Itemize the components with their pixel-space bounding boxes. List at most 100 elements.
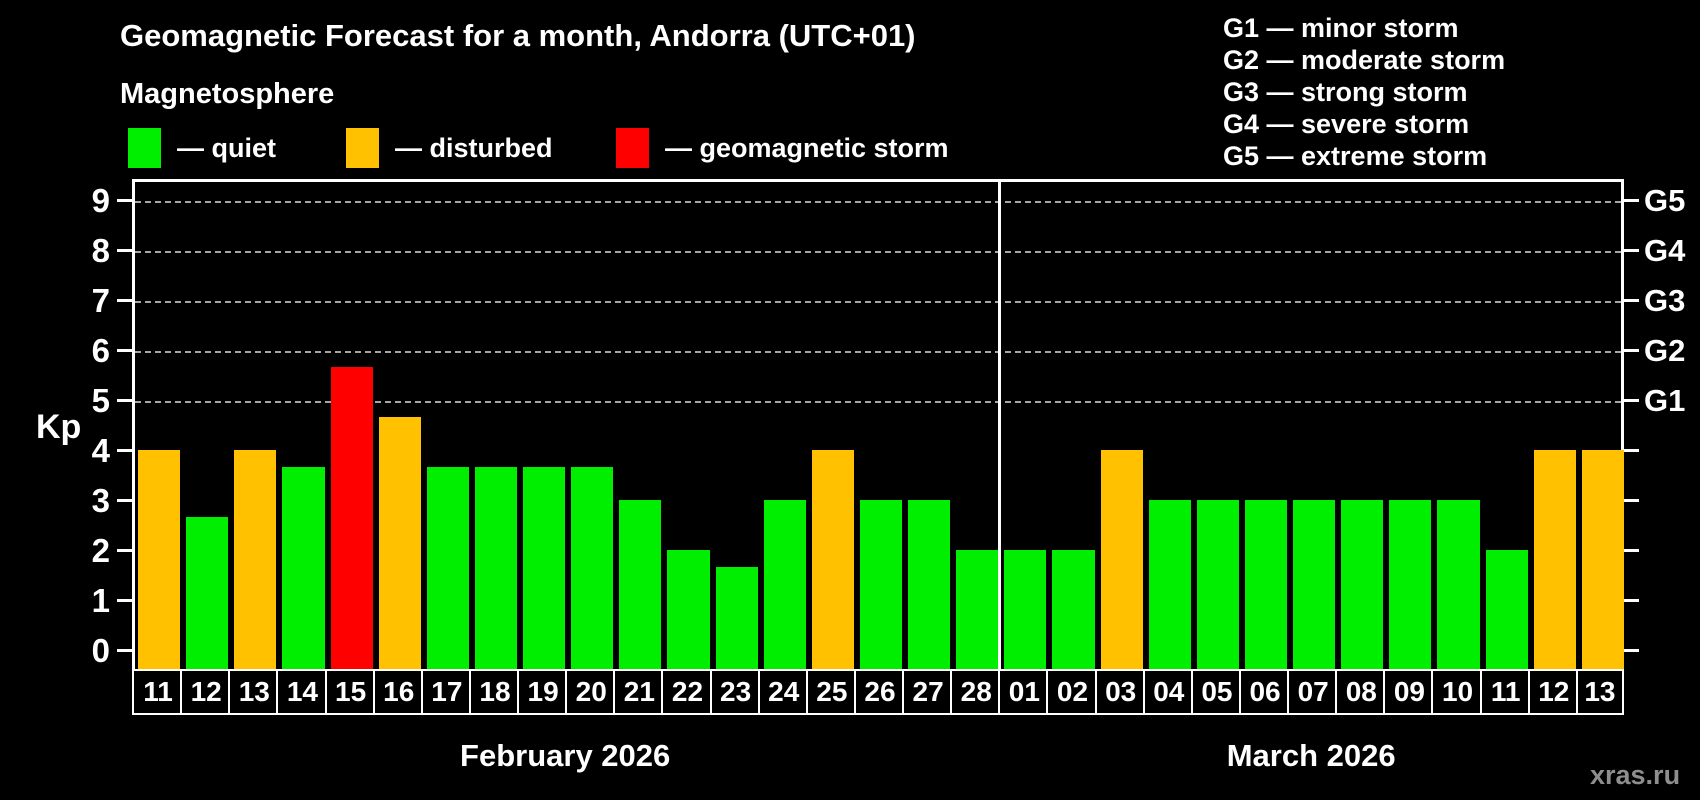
day-label: 19 (517, 669, 568, 715)
right-y-tick (1624, 499, 1639, 502)
day-label: 22 (661, 669, 712, 715)
legend-label: — quiet (177, 132, 276, 163)
y-tick-label: 3 (91, 482, 110, 519)
kp-bar (1533, 450, 1576, 669)
month-label: March 2026 (1226, 738, 1396, 773)
kp-bar (523, 466, 566, 669)
day-label: 09 (1383, 669, 1434, 715)
day-label: 11 (1479, 669, 1530, 715)
kp-bar (811, 450, 854, 669)
day-label: 06 (1238, 669, 1290, 715)
day-label: 13 (228, 669, 279, 715)
legend-label: — geomagnetic storm (665, 132, 949, 163)
kp-bar (908, 500, 951, 669)
y-tick (117, 299, 132, 302)
y-tick-label: 9 (91, 182, 110, 219)
kp-bar (956, 550, 999, 669)
day-label: 26 (853, 669, 905, 715)
day-label: 04 (1142, 669, 1193, 715)
day-label: 07 (1287, 669, 1338, 715)
day-label: 17 (420, 669, 471, 715)
day-axis: 11 12 13 14 15 16 17 18 19 20 21 22 23 24 25 26 27 28 01 02… (132, 669, 1624, 715)
kp-bar (1196, 500, 1239, 669)
day-label: 16 (372, 669, 423, 715)
kp-bar (426, 466, 469, 669)
day-label: 13 (1575, 669, 1624, 715)
kp-bar (186, 516, 229, 669)
right-y-tick (1624, 299, 1639, 302)
day-label: 10 (1431, 669, 1482, 715)
y-tick (117, 399, 132, 402)
kp-bar (1100, 450, 1143, 669)
kp-bar (1004, 550, 1047, 669)
day-label: 23 (709, 669, 760, 715)
day-label: 21 (613, 669, 664, 715)
kp-bar (1148, 500, 1191, 669)
y-tick-label: 1 (91, 582, 110, 619)
gridline-kp5 (135, 401, 1621, 403)
day-label: 14 (276, 669, 327, 715)
gridline-kp6 (135, 351, 1621, 353)
y-tick (117, 449, 132, 452)
g-axis-label: G1 (1644, 383, 1686, 418)
day-label: 28 (950, 669, 1001, 715)
right-y-tick (1624, 249, 1639, 252)
gridline-kp7 (135, 301, 1621, 303)
legend-item: — geomagnetic storm (616, 128, 949, 168)
day-label: 27 (902, 669, 953, 715)
day-label: 24 (757, 669, 808, 715)
right-y-tick (1624, 649, 1639, 652)
day-label: 11 (132, 669, 183, 715)
g-axis-label: G3 (1644, 283, 1686, 318)
day-label: 12 (180, 669, 231, 715)
plot-area (132, 179, 1624, 669)
kp-bar (763, 500, 806, 669)
g-legend-row: G3 — strong storm (1223, 77, 1468, 107)
kp-bar (474, 466, 518, 669)
y-tick (117, 349, 132, 352)
right-y-tick (1624, 449, 1639, 452)
day-label: 12 (1527, 669, 1578, 715)
y-tick (117, 499, 132, 502)
y-tick-label: 6 (91, 332, 110, 369)
kp-bar (715, 566, 758, 669)
page-title: Geomagnetic Forecast for a month, Andorr… (120, 18, 916, 53)
kp-bar (234, 450, 277, 669)
quiet-swatch-icon (128, 128, 161, 168)
month-label: February 2026 (460, 738, 671, 773)
g-legend-row: G5 — extreme storm (1223, 141, 1488, 171)
kp-bar (667, 550, 710, 669)
y-tick (117, 199, 132, 202)
g-axis-label: G5 (1644, 183, 1686, 218)
day-label: 05 (1190, 669, 1241, 715)
gridline-kp9 (135, 201, 1621, 203)
y-tick-label: 2 (91, 532, 110, 569)
watermark: xras.ru (1590, 760, 1681, 790)
legend-item: — quiet (128, 128, 276, 168)
kp-bar (138, 450, 181, 669)
g-legend-row: G4 — severe storm (1223, 109, 1470, 139)
kp-bar (859, 500, 903, 669)
g-legend-row: G2 — moderate storm (1223, 45, 1506, 75)
chart-subtitle: Magnetosphere (120, 78, 335, 110)
day-label: 03 (1094, 669, 1145, 715)
kp-bar (1341, 500, 1384, 669)
kp-bar (1389, 500, 1432, 669)
legend-item: — disturbed (346, 128, 553, 168)
day-label: 25 (805, 669, 856, 715)
day-label: 15 (324, 669, 375, 715)
legend-label: — disturbed (395, 132, 553, 163)
kp-bar (378, 416, 421, 669)
day-label: 20 (565, 669, 616, 715)
kp-bar (1244, 500, 1288, 669)
y-tick-label: 7 (91, 282, 110, 319)
y-tick-label: 8 (91, 232, 110, 269)
right-y-tick (1624, 349, 1639, 352)
g-legend-row: G1 — minor storm (1223, 13, 1459, 43)
g-scale-legend: G1 — minor storm G2 — moderate storm G3 — … (1223, 12, 1505, 172)
y-tick (117, 599, 132, 602)
y-tick-label: 5 (91, 382, 110, 419)
disturbed-swatch-icon (346, 128, 379, 168)
right-y-tick (1624, 399, 1639, 402)
